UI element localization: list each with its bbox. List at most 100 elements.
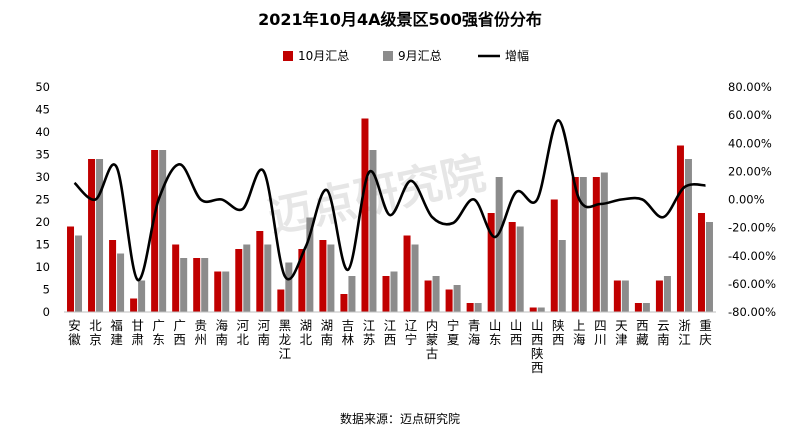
bar-oct-26 xyxy=(613,280,621,312)
bar-oct-1 xyxy=(88,159,96,312)
x-label-28: 云南 xyxy=(657,318,670,347)
y-right-tick-2: -40.00% xyxy=(728,249,776,263)
x-label-11: 湖北 xyxy=(300,318,313,347)
x-label-24: 上海 xyxy=(573,318,586,347)
y-right-tick-5: 20.00% xyxy=(728,164,772,178)
bar-sep-24 xyxy=(579,177,587,312)
y-left-axis: 0 5 10 15 20 25 30 35 40 45 50 xyxy=(35,80,50,319)
x-axis-labels: 安徽北京福建甘肃广东广西贵州海南河北河南黑龙江湖北湖南吉林江苏江西辽宁内蒙古宁夏… xyxy=(68,318,712,375)
bars xyxy=(67,118,713,312)
x-label-0: 安徽 xyxy=(68,318,81,347)
x-label-27: 西藏 xyxy=(636,318,649,347)
bar-oct-18 xyxy=(445,289,453,312)
x-label-16: 辽宁 xyxy=(405,318,418,347)
bar-sep-27 xyxy=(642,303,650,312)
y-left-tick-1: 5 xyxy=(43,283,50,297)
bar-sep-5 xyxy=(180,258,188,312)
bar-oct-21 xyxy=(508,222,516,312)
bar-oct-10 xyxy=(277,289,285,312)
x-label-22: 山西陕西 xyxy=(531,318,544,375)
x-label-15: 江西 xyxy=(384,318,397,347)
x-label-30: 重庆 xyxy=(699,318,712,347)
bar-oct-16 xyxy=(403,235,411,312)
bar-oct-17 xyxy=(424,280,432,312)
y-left-tick-6: 30 xyxy=(35,170,50,184)
bar-oct-2 xyxy=(109,240,117,312)
bar-oct-15 xyxy=(382,276,390,312)
bar-sep-17 xyxy=(432,276,440,312)
x-label-13: 吉林 xyxy=(342,318,355,347)
x-label-12: 湖南 xyxy=(321,318,334,347)
y-right-tick-8: 80.00% xyxy=(728,80,772,94)
x-label-17: 内蒙古 xyxy=(426,318,439,361)
x-label-8: 河北 xyxy=(237,318,250,347)
bar-oct-6 xyxy=(193,258,201,312)
bar-oct-12 xyxy=(319,240,327,312)
bar-sep-15 xyxy=(390,271,398,312)
bar-sep-13 xyxy=(348,276,356,312)
bar-sep-19 xyxy=(474,303,482,312)
y-right-tick-4: 0.00% xyxy=(728,193,765,207)
y-left-tick-2: 10 xyxy=(35,260,50,274)
bar-sep-26 xyxy=(621,280,629,312)
y-left-tick-7: 35 xyxy=(35,148,50,162)
legend-swatch-0 xyxy=(283,51,293,61)
x-label-18: 宁夏 xyxy=(447,318,460,347)
y-right-tick-0: -80.00% xyxy=(728,305,776,319)
bar-sep-20 xyxy=(495,177,503,312)
bar-oct-5 xyxy=(172,244,180,312)
legend-label-2: 增幅 xyxy=(505,48,529,63)
x-label-21: 山西 xyxy=(510,318,523,347)
bar-sep-4 xyxy=(159,150,167,312)
x-label-1: 北京 xyxy=(89,318,102,347)
bar-oct-30 xyxy=(697,213,705,312)
x-label-19: 青海 xyxy=(468,318,481,347)
bar-oct-13 xyxy=(340,294,348,312)
bar-oct-8 xyxy=(235,249,243,312)
bar-oct-25 xyxy=(592,177,600,312)
x-label-6: 贵州 xyxy=(194,318,207,347)
bar-oct-7 xyxy=(214,271,222,312)
y-left-tick-10: 50 xyxy=(35,80,50,94)
x-label-23: 陕西 xyxy=(552,318,565,347)
bar-sep-28 xyxy=(663,276,671,312)
x-label-2: 福建 xyxy=(110,318,123,347)
bar-sep-1 xyxy=(96,159,104,312)
bar-sep-12 xyxy=(327,244,335,312)
y-right-tick-6: 40.00% xyxy=(728,136,772,150)
x-label-5: 广西 xyxy=(173,318,186,347)
legend-label-1: 9月汇总 xyxy=(398,49,442,63)
x-label-20: 山东 xyxy=(489,318,502,347)
y-right-tick-1: -60.00% xyxy=(728,277,776,291)
bar-oct-19 xyxy=(466,303,474,312)
bar-sep-3 xyxy=(138,280,146,312)
bar-oct-4 xyxy=(151,150,159,312)
bar-sep-21 xyxy=(516,226,524,312)
x-label-26: 天津 xyxy=(615,318,628,347)
bar-sep-6 xyxy=(201,258,209,312)
bar-sep-25 xyxy=(600,172,608,312)
source-note: 数据来源：迈点研究院 xyxy=(340,411,460,426)
bar-oct-9 xyxy=(256,231,264,312)
y-right-tick-7: 60.00% xyxy=(728,108,772,122)
bar-sep-7 xyxy=(222,271,230,312)
x-label-14: 江苏 xyxy=(363,318,376,347)
bar-oct-3 xyxy=(130,298,138,312)
chart-title: 2021年10月4A级景区500强省份分布 xyxy=(258,10,542,29)
bar-sep-2 xyxy=(117,253,125,312)
bar-sep-22 xyxy=(537,307,545,312)
bar-oct-0 xyxy=(67,226,75,312)
y-right-axis: -80.00% -60.00% -40.00% -20.00% 0.00% 20.00% 4… xyxy=(728,80,776,319)
bar-sep-30 xyxy=(705,222,713,312)
x-label-7: 海南 xyxy=(215,318,228,347)
bar-oct-11 xyxy=(298,249,306,312)
bar-oct-29 xyxy=(676,145,684,312)
y-left-tick-3: 15 xyxy=(35,238,50,252)
bar-oct-23 xyxy=(550,199,558,312)
bar-sep-23 xyxy=(558,240,566,312)
y-left-tick-9: 45 xyxy=(35,103,50,117)
legend: 10月汇总 9月汇总 增幅 xyxy=(283,48,529,63)
x-label-10: 黑龙江 xyxy=(279,318,292,361)
y-right-tick-3: -20.00% xyxy=(728,221,776,235)
